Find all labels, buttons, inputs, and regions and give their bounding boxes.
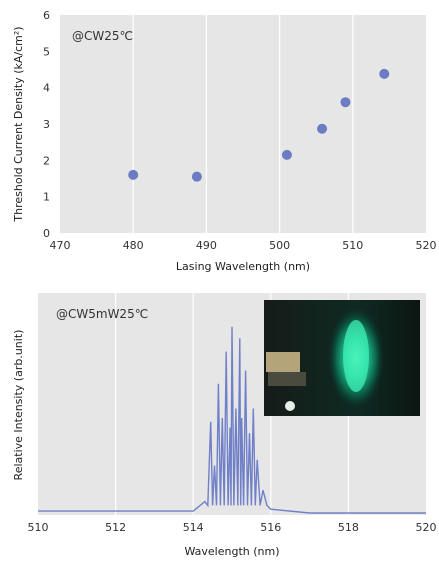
chart1-x-tick-label: 490 bbox=[196, 239, 217, 252]
laser-emission-photo bbox=[264, 300, 420, 416]
data-point bbox=[317, 123, 328, 134]
chart1-y-tick-label: 0 bbox=[43, 227, 50, 240]
chart1-y-tick-label: 5 bbox=[43, 45, 50, 58]
chart1-y-tick-label: 3 bbox=[43, 118, 50, 131]
chart2-x-tick-label: 514 bbox=[183, 521, 204, 534]
chart1-x-tick-label: 470 bbox=[50, 239, 71, 252]
chart2-x-tick-label: 510 bbox=[28, 521, 49, 534]
chart1-x-axis-label: Lasing Wavelength (nm) bbox=[176, 260, 310, 273]
chart1-y-ticks: 0 1 2 3 4 5 6 bbox=[43, 9, 50, 240]
chart1-y-tick-label: 2 bbox=[43, 154, 50, 167]
chart1-y-tick-label: 6 bbox=[43, 9, 50, 22]
photo-mount-bracket bbox=[266, 352, 300, 372]
chart1-x-ticks: 470 480 490 500 510 520 bbox=[50, 239, 437, 252]
data-point bbox=[191, 171, 202, 182]
spectrum-chart: 510 512 514 516 518 520 @CW5mW25℃ Wavelength … bbox=[12, 293, 437, 558]
chart2-x-axis-label: Wavelength (nm) bbox=[184, 545, 279, 558]
threshold-chart: 470 480 490 500 510 520 0 1 2 3 4 5 6 @CW25℃ Lasing… bbox=[12, 9, 437, 273]
data-point bbox=[128, 169, 139, 180]
chart2-x-tick-label: 512 bbox=[105, 521, 126, 534]
chart2-y-axis-label: Relative Intensity (arb.unit) bbox=[12, 330, 25, 481]
data-point bbox=[281, 149, 292, 160]
data-point bbox=[379, 68, 390, 79]
chart1-x-tick-label: 520 bbox=[416, 239, 437, 252]
chart1-y-axis-label: Threshold Current Density (kA/cm²) bbox=[12, 26, 25, 222]
chart1-plot-area bbox=[60, 15, 426, 233]
chart2-x-ticks: 510 512 514 516 518 520 bbox=[28, 521, 437, 534]
chart1-x-tick-label: 510 bbox=[342, 239, 363, 252]
chart1-points bbox=[128, 68, 390, 182]
chart2-x-tick-label: 518 bbox=[338, 521, 359, 534]
chart1-gridlines bbox=[132, 15, 354, 233]
chart1-y-tick-label: 1 bbox=[43, 191, 50, 204]
chart1-x-tick-label: 480 bbox=[123, 239, 144, 252]
chart2-x-tick-label: 520 bbox=[416, 521, 437, 534]
chart2-x-tick-label: 516 bbox=[260, 521, 281, 534]
chart1-x-tick-label: 500 bbox=[269, 239, 290, 252]
spectrum-line bbox=[38, 326, 426, 514]
chart2-annotation: @CW5mW25℃ bbox=[56, 307, 148, 321]
data-point bbox=[340, 97, 351, 108]
chart1-y-tick-label: 4 bbox=[43, 82, 50, 95]
photo-bright-spot bbox=[285, 401, 295, 411]
chart1-annotation: @CW25℃ bbox=[72, 29, 133, 43]
